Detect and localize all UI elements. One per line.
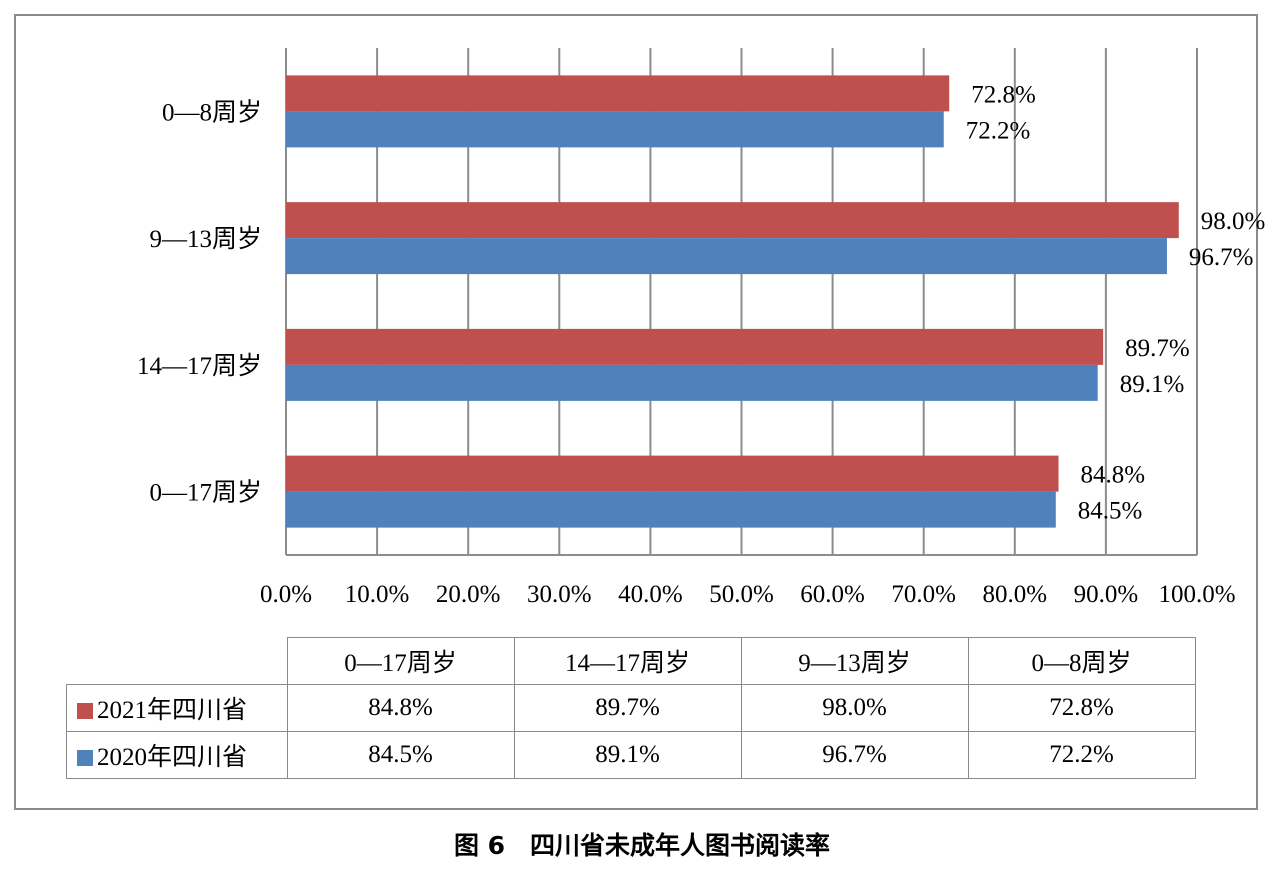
table-cell: 96.7% bbox=[740, 731, 969, 779]
figure-caption: 图 6 四川省未成年人图书阅读率 bbox=[453, 831, 831, 860]
x-tick-label: 40.0% bbox=[618, 581, 683, 608]
table-cell: 84.8% bbox=[286, 684, 515, 732]
data-label: 98.0% bbox=[1201, 208, 1266, 235]
category-label: 0—17周岁 bbox=[149, 479, 262, 507]
x-tick-label: 60.0% bbox=[800, 581, 865, 608]
x-tick-label: 10.0% bbox=[345, 581, 410, 608]
table-cell: 72.2% bbox=[967, 731, 1196, 779]
bar-2021 bbox=[286, 75, 950, 112]
table-cell: 98.0% bbox=[740, 684, 969, 732]
x-tick-label: 90.0% bbox=[1074, 581, 1139, 608]
bar-2021 bbox=[286, 328, 1104, 365]
bar-2021 bbox=[286, 455, 1059, 492]
data-label: 89.7% bbox=[1125, 335, 1190, 362]
bar-2020 bbox=[286, 111, 944, 148]
category-label: 0—8周岁 bbox=[162, 98, 262, 126]
table-row: 2020年四川省 84.5% 89.1% 96.7% 72.2% bbox=[66, 731, 1196, 779]
legend-entry-2020: 2020年四川省 bbox=[66, 731, 288, 779]
x-tick-label: 70.0% bbox=[891, 581, 956, 608]
data-label: 84.8% bbox=[1081, 462, 1146, 489]
table-corner bbox=[66, 637, 288, 685]
legend-label-2020: 2020年四川省 bbox=[97, 744, 248, 771]
bar-chart: 0.0% 10.0% 20.0% 30.0% 40.0% 50.0% 60.0% 70.0% 8… bbox=[137, 48, 1266, 608]
table-header-cell: 0—17周岁 bbox=[286, 637, 515, 685]
table-cell: 72.8% bbox=[967, 684, 1196, 732]
category-label: 9—13周岁 bbox=[149, 225, 262, 253]
table-header-cell: 0—8周岁 bbox=[967, 637, 1196, 685]
data-label: 96.7% bbox=[1189, 244, 1254, 271]
table-header-cell: 14—17周岁 bbox=[513, 637, 742, 685]
table-cell: 89.7% bbox=[513, 684, 742, 732]
data-label: 89.1% bbox=[1120, 371, 1185, 398]
x-tick-label: 100.0% bbox=[1158, 581, 1235, 608]
legend-entry-2021: 2021年四川省 bbox=[66, 684, 288, 732]
bar-2020 bbox=[286, 238, 1167, 275]
bar-2020 bbox=[286, 364, 1098, 401]
data-label: 84.5% bbox=[1078, 498, 1143, 525]
legend-swatch-2021 bbox=[77, 703, 93, 719]
x-tick-label: 20.0% bbox=[436, 581, 501, 608]
table-cell: 89.1% bbox=[513, 731, 742, 779]
legend-swatch-2020 bbox=[77, 750, 93, 766]
table-cell: 84.5% bbox=[286, 731, 515, 779]
bar-2020 bbox=[286, 491, 1056, 528]
data-label: 72.2% bbox=[966, 117, 1031, 144]
x-tick-label: 50.0% bbox=[709, 581, 774, 608]
table-header-cell: 9—13周岁 bbox=[740, 637, 969, 685]
data-table: 0—17周岁 14—17周岁 9—13周岁 0—8周岁 2021年四川省 84.… bbox=[66, 637, 1196, 779]
data-label: 72.8% bbox=[971, 81, 1036, 108]
legend-label-2021: 2021年四川省 bbox=[97, 697, 248, 724]
table-row: 2021年四川省 84.8% 89.7% 98.0% 72.8% bbox=[66, 684, 1196, 732]
table-header-row: 0—17周岁 14—17周岁 9—13周岁 0—8周岁 bbox=[66, 637, 1196, 685]
x-tick-label: 30.0% bbox=[527, 581, 592, 608]
category-label: 14—17周岁 bbox=[137, 352, 262, 380]
x-tick-label: 80.0% bbox=[983, 581, 1048, 608]
bar-2021 bbox=[286, 202, 1179, 239]
x-tick-label: 0.0% bbox=[260, 581, 312, 608]
